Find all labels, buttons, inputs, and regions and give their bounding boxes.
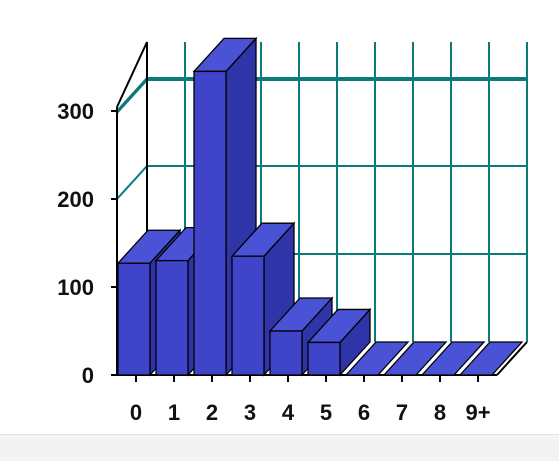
y-tick-label: 300: [57, 99, 94, 124]
y-tick-label: 0: [82, 363, 94, 388]
bar: [307, 341, 341, 376]
x-tick-label: 4: [282, 400, 295, 425]
x-tick-label: 3: [244, 400, 256, 425]
bar: [193, 70, 227, 376]
bars: [116, 36, 524, 377]
window-bottom-strip: [0, 434, 559, 461]
x-tick-label: 7: [396, 400, 408, 425]
tick-labels: 0 100 200 300 0 1 2 3 4 5 6 7 8 9+: [57, 99, 490, 425]
bar-top: [458, 341, 524, 376]
x-tick-label: 9+: [465, 400, 490, 425]
bar-chart-3d: 0 100 200 300 0 1 2 3 4 5 6 7 8 9+: [57, 36, 528, 425]
x-tick-label: 6: [358, 400, 370, 425]
grid-line-diagonal: [116, 79, 148, 114]
x-tick-label: 0: [130, 400, 142, 425]
y-tick-label: 200: [57, 187, 94, 212]
grid-line-diagonal: [116, 77, 148, 112]
floor-right-edge: [496, 341, 528, 376]
x-tick-label: 2: [206, 400, 218, 425]
bar: [155, 259, 189, 376]
bar: [231, 255, 265, 376]
x-tick-label: 8: [434, 400, 446, 425]
side-wall-top-edge: [116, 41, 148, 108]
bar-top: [420, 341, 486, 376]
bar-top: [344, 341, 410, 376]
x-tick-label: 1: [168, 400, 180, 425]
x-tick-label: 5: [320, 400, 332, 425]
grid-line-diagonal: [116, 165, 148, 200]
bar: [269, 330, 303, 376]
y-tick-label: 100: [57, 275, 94, 300]
bar: [117, 262, 151, 376]
bar-top: [382, 341, 448, 376]
